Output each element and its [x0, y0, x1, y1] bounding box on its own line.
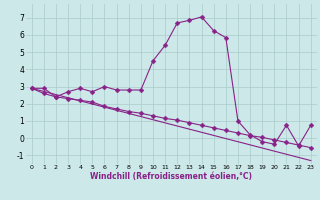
X-axis label: Windchill (Refroidissement éolien,°C): Windchill (Refroidissement éolien,°C) — [90, 172, 252, 181]
